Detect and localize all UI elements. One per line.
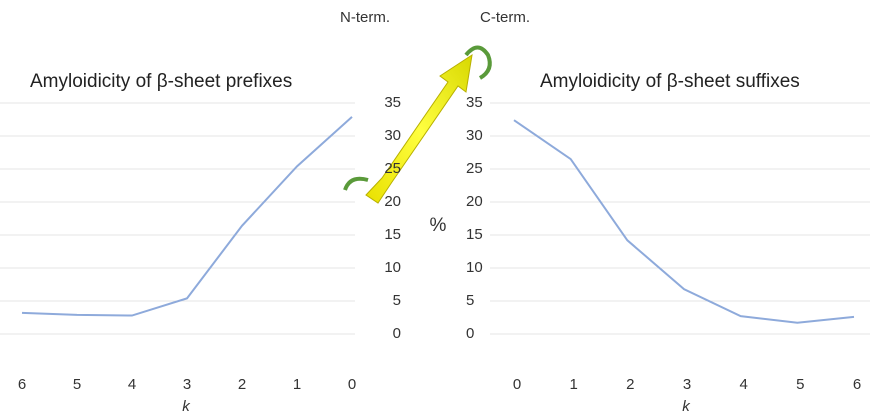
x-tick-label: 5	[73, 376, 81, 393]
x-tick-label: 3	[183, 376, 191, 393]
y-tick-label: 25	[384, 160, 401, 177]
x-tick-label: 4	[128, 376, 136, 393]
y-tick-label: 15	[384, 226, 401, 243]
y-tick-label: 5	[393, 292, 401, 309]
y-tick-label: 10	[384, 259, 401, 276]
data-line	[22, 117, 352, 316]
x-tick-label: 1	[293, 376, 301, 393]
x-tick-label: 0	[348, 376, 356, 393]
chart-title: Amyloidicity of β-sheet suffixes	[540, 71, 800, 92]
y-tick-label: 35	[384, 94, 401, 111]
y-tick-label: 5	[466, 292, 474, 309]
figure: N-term. C-term. % Amyloidicity of β-shee…	[0, 0, 876, 419]
x-tick-label: 2	[238, 376, 246, 393]
y-tick-label: 30	[466, 127, 483, 144]
y-axis-label: %	[430, 215, 447, 236]
data-line	[514, 120, 854, 323]
y-tick-label: 0	[466, 325, 474, 342]
n-term-label: N-term.	[340, 9, 390, 26]
x-tick-label: 1	[569, 376, 577, 393]
y-tick-label: 0	[393, 325, 401, 342]
x-axis-label: k	[182, 398, 191, 415]
y-tick-label: 15	[466, 226, 483, 243]
x-tick-label: 2	[626, 376, 634, 393]
c-term-label: C-term.	[480, 9, 530, 26]
chart-title: Amyloidicity of β-sheet prefixes	[30, 71, 292, 92]
y-tick-label: 35	[466, 94, 483, 111]
beta-strand-arrow	[345, 48, 490, 204]
y-tick-label: 30	[384, 127, 401, 144]
y-tick-label: 20	[384, 193, 401, 210]
x-tick-label: 4	[739, 376, 747, 393]
y-tick-label: 10	[466, 259, 483, 276]
y-tick-label: 25	[466, 160, 483, 177]
x-tick-label: 3	[683, 376, 691, 393]
x-tick-label: 5	[796, 376, 804, 393]
x-tick-label: 0	[513, 376, 521, 393]
x-axis-label: k	[682, 398, 691, 415]
x-tick-label: 6	[18, 376, 26, 393]
y-tick-label: 20	[466, 193, 483, 210]
x-tick-label: 6	[853, 376, 861, 393]
